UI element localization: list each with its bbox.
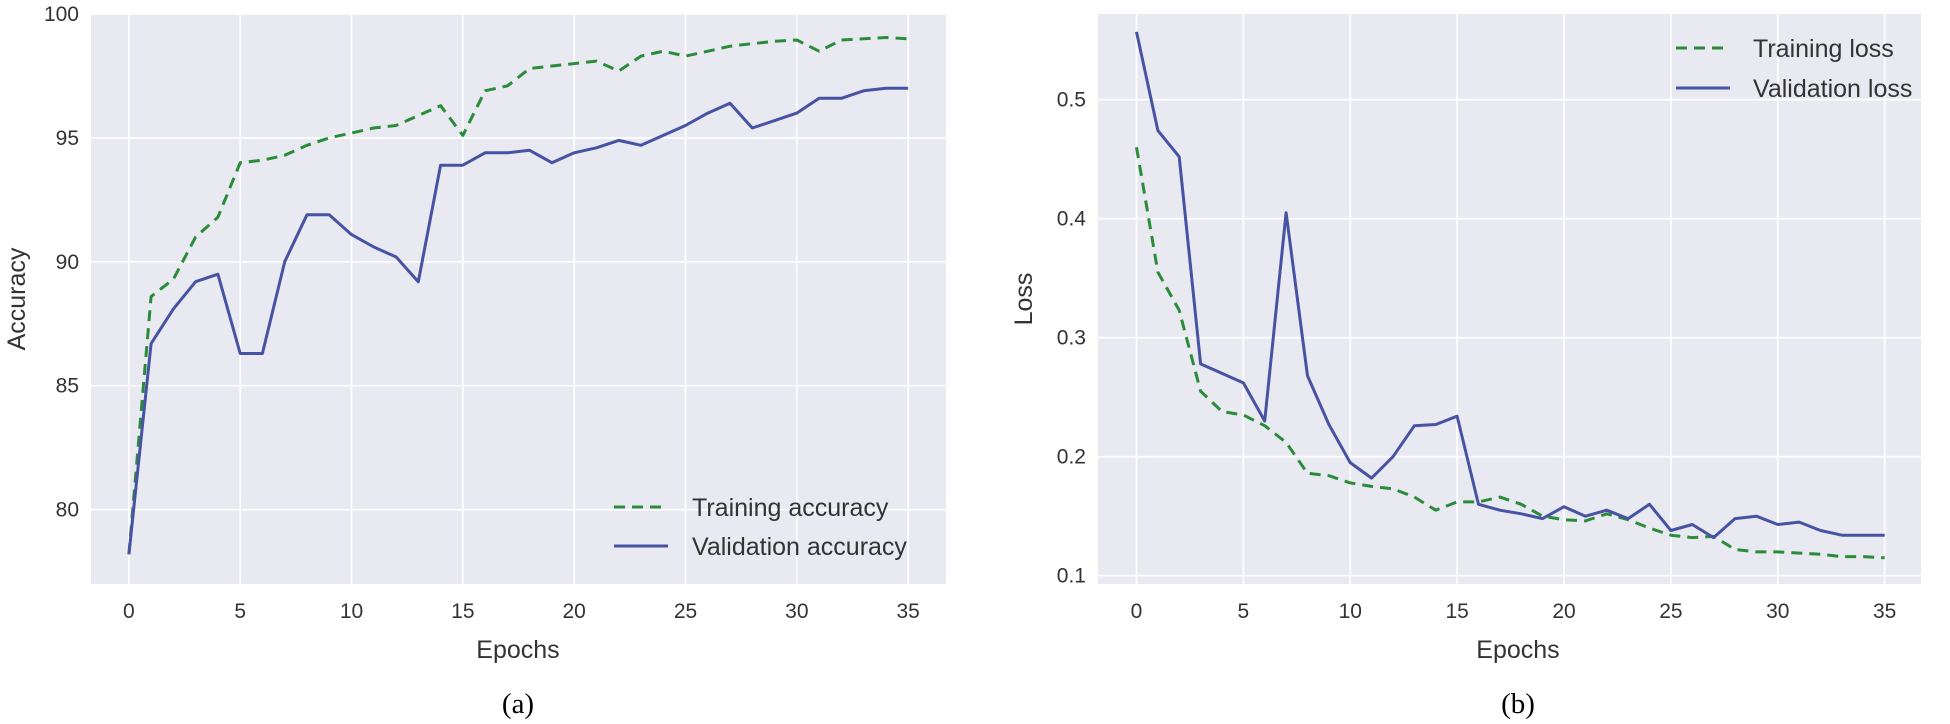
accuracy-x-tick-label: 5 (234, 600, 246, 623)
loss-x-tick-label: 30 (1766, 600, 1789, 623)
accuracy-x-tick-label: 10 (340, 600, 363, 623)
loss-panel: 0 5 10 15 20 25 30 35 0.1 0.2 0.3 0.4 0.5 Epochs Lo… (1010, 14, 1921, 720)
legend-label-validation-accuracy: Validation accuracy (692, 533, 907, 561)
accuracy-y-tick-label: 85 (56, 375, 79, 398)
accuracy-series (127, 36, 909, 555)
accuracy-y-tick-label: 80 (56, 499, 79, 522)
accuracy-panel: 0 5 10 15 20 25 30 35 80 85 90 95 100 Epochs Accura… (3, 3, 946, 720)
caption-a: (a) (502, 688, 534, 720)
legend-label-validation-loss: Validation loss (1753, 75, 1912, 103)
caption-b: (b) (1501, 688, 1535, 720)
accuracy-y-ticks: 80 85 90 95 100 (44, 3, 79, 522)
loss-series (1135, 31, 1885, 560)
series-line-validation-accuracy (127, 86, 909, 555)
accuracy-x-ticks: 0 5 10 15 20 25 30 35 (123, 600, 920, 623)
series-line-training-loss (1135, 147, 1885, 560)
loss-x-tick-label: 20 (1552, 600, 1575, 623)
loss-y-tick-label: 0.3 (1057, 327, 1086, 350)
accuracy-x-tick-label: 25 (674, 600, 697, 623)
accuracy-x-tick-label: 0 (123, 600, 135, 623)
loss-x-ticks: 0 5 10 15 20 25 30 35 (1131, 600, 1897, 623)
loss-gridlines (1098, 14, 1921, 584)
accuracy-y-axis-label: Accuracy (3, 247, 31, 350)
loss-x-tick-label: 25 (1659, 600, 1682, 623)
loss-y-tick-label: 0.2 (1057, 446, 1086, 469)
accuracy-y-tick-label: 100 (44, 3, 79, 26)
loss-y-tick-label: 0.5 (1057, 89, 1086, 112)
loss-y-tick-label: 0.4 (1057, 208, 1087, 231)
accuracy-x-tick-label: 30 (785, 600, 808, 623)
loss-x-tick-label: 10 (1339, 600, 1362, 623)
loss-legend: Training loss Validation loss (1676, 35, 1912, 103)
accuracy-x-tick-label: 15 (451, 600, 474, 623)
accuracy-y-tick-label: 90 (56, 251, 79, 274)
accuracy-x-axis-label: Epochs (476, 636, 559, 664)
accuracy-legend: Training accuracy Validation accuracy (614, 494, 907, 561)
loss-x-tick-label: 5 (1238, 600, 1250, 623)
loss-y-axis-label: Loss (1010, 273, 1038, 326)
series-line-validation-loss (1135, 31, 1885, 540)
loss-x-tick-label: 0 (1131, 600, 1143, 623)
accuracy-x-tick-label: 35 (896, 600, 919, 623)
loss-x-tick-label: 35 (1873, 600, 1896, 623)
loss-y-tick-label: 0.1 (1057, 565, 1086, 588)
loss-x-tick-label: 15 (1445, 600, 1468, 623)
loss-y-ticks: 0.1 0.2 0.3 0.4 0.5 (1057, 89, 1087, 588)
legend-label-training-accuracy: Training accuracy (692, 494, 889, 522)
accuracy-x-tick-label: 20 (562, 600, 585, 623)
legend-label-training-loss: Training loss (1753, 35, 1894, 63)
accuracy-gridlines (91, 13, 946, 584)
series-line-training-accuracy (127, 36, 909, 555)
loss-plot-area (1098, 14, 1921, 584)
accuracy-y-tick-label: 95 (56, 127, 79, 150)
loss-x-axis-label: Epochs (1476, 636, 1559, 664)
